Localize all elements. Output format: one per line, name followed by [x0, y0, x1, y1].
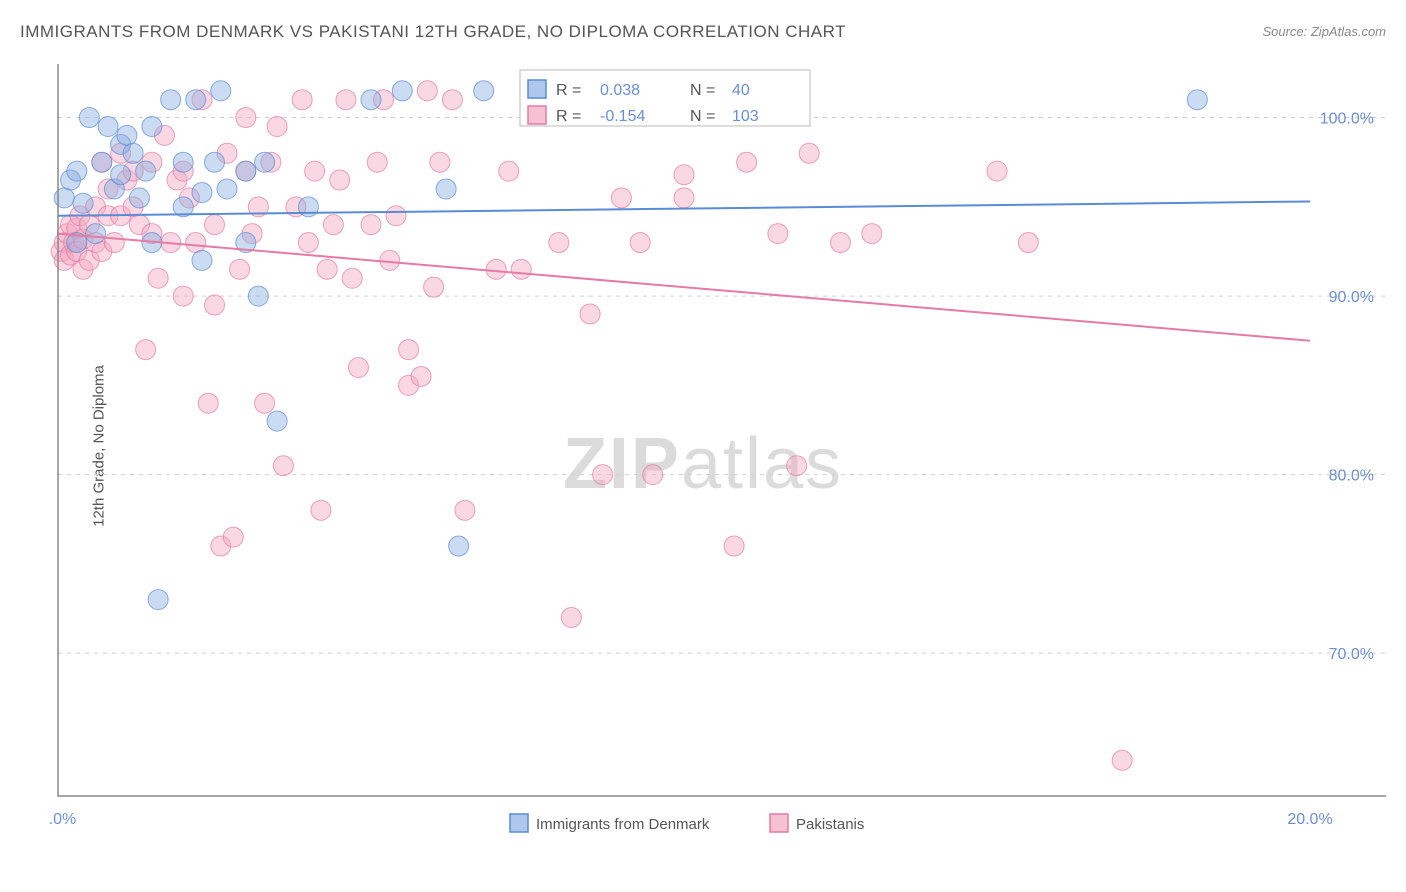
svg-text:90.0%: 90.0%	[1329, 289, 1374, 306]
svg-text:40: 40	[732, 82, 750, 99]
scatter-plot: 70.0% 80.0% 90.0% 100.0% 0.0% 20.0% R = 0.038…	[50, 58, 1386, 838]
svg-text:R =: R =	[556, 108, 581, 125]
chart-title: IMMIGRANTS FROM DENMARK VS PAKISTANI 12T…	[20, 22, 846, 42]
svg-text:0.038: 0.038	[600, 82, 640, 99]
axes	[58, 64, 1386, 796]
svg-text:0.0%: 0.0%	[50, 811, 76, 828]
series-pakistanis	[51, 81, 1132, 771]
y-tick-labels: 70.0% 80.0% 90.0% 100.0%	[1320, 111, 1374, 664]
legend-bottom: Immigrants from Denmark Pakistanis	[510, 814, 864, 833]
legend-top: R = 0.038 N = 40 R = -0.154 N = 103	[520, 70, 810, 126]
svg-text:100.0%: 100.0%	[1320, 111, 1374, 128]
svg-text:70.0%: 70.0%	[1329, 646, 1374, 663]
svg-text:N =: N =	[690, 108, 715, 125]
svg-text:103: 103	[732, 108, 759, 125]
svg-text:-0.154: -0.154	[600, 108, 645, 125]
svg-text:Immigrants from Denmark: Immigrants from Denmark	[536, 816, 710, 833]
svg-text:N =: N =	[690, 82, 715, 99]
source-label: Source: ZipAtlas.com	[1262, 24, 1386, 39]
svg-text:20.0%: 20.0%	[1287, 811, 1332, 828]
svg-text:Pakistanis: Pakistanis	[796, 816, 864, 833]
svg-text:R =: R =	[556, 82, 581, 99]
svg-text:80.0%: 80.0%	[1329, 468, 1374, 485]
